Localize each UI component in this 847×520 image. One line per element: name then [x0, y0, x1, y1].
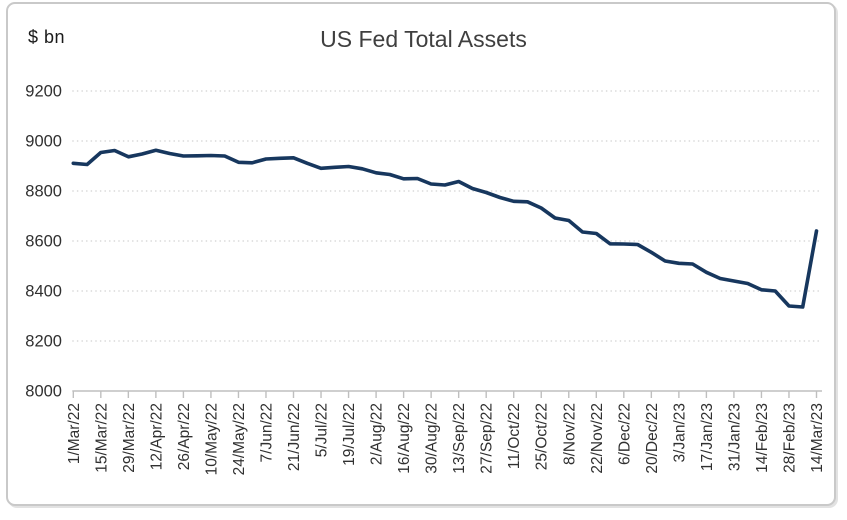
x-tick-label-group: 7/Jun/22 — [258, 403, 275, 462]
x-tick-label: 12/Apr/22 — [148, 403, 165, 470]
x-tick-label: 1/Mar/22 — [66, 403, 83, 464]
x-tick-label: 26/Apr/22 — [176, 403, 193, 470]
x-tick-label: 8/Nov/22 — [561, 403, 578, 465]
y-axis-unit-label: $ bn — [28, 27, 66, 47]
x-tick-label-group: 16/Aug/22 — [396, 403, 413, 474]
x-tick-label: 28/Feb/23 — [781, 403, 798, 473]
x-tick-label-group: 12/Apr/22 — [148, 403, 165, 470]
x-tick-label: 30/Aug/22 — [424, 403, 441, 474]
x-tick-label: 21/Jun/22 — [286, 403, 303, 471]
x-tick-label-group: 22/Nov/22 — [589, 403, 606, 474]
chart-border-frame — [6, 2, 836, 506]
x-tick-label-group: 17/Jan/23 — [699, 403, 716, 471]
x-tick-label-group: 14/Feb/23 — [754, 403, 771, 473]
x-tick-label-group: 15/Mar/22 — [93, 403, 110, 473]
x-tick-label: 11/Oct/22 — [506, 403, 523, 469]
chart-title: US Fed Total Assets — [320, 26, 527, 52]
x-tick-label: 29/Mar/22 — [121, 403, 138, 473]
x-tick-label: 13/Sep/22 — [451, 403, 468, 474]
x-tick-label: 10/May/22 — [203, 403, 220, 475]
x-tick-label-group: 28/Feb/23 — [781, 403, 798, 473]
y-tick-label-8200: 8200 — [25, 333, 62, 351]
x-tick-label-group: 26/Apr/22 — [176, 403, 193, 470]
x-tick-label: 15/Mar/22 — [93, 403, 110, 473]
x-tick-label: 27/Sep/22 — [479, 403, 496, 474]
y-tick-label-9200: 9200 — [25, 83, 62, 101]
x-tick-label-group: 5/Jul/22 — [314, 403, 331, 457]
x-tick-label-group: 27/Sep/22 — [479, 403, 496, 474]
x-tick-label-group: 20/Dec/22 — [644, 403, 661, 474]
x-tick-label: 14/Mar/23 — [809, 403, 826, 473]
x-tick-label-group: 31/Jan/23 — [726, 403, 743, 471]
x-tick-label: 17/Jan/23 — [699, 403, 716, 471]
x-tick-label: 5/Jul/22 — [314, 403, 331, 457]
x-tick-label: 19/Jul/22 — [341, 403, 358, 466]
x-tick-label-group: 13/Sep/22 — [451, 403, 468, 474]
x-tick-label-group: 25/Oct/22 — [534, 403, 551, 470]
y-tick-label-8400: 8400 — [25, 283, 62, 301]
x-tick-label: 22/Nov/22 — [589, 403, 606, 474]
y-tick-label-8000: 8000 — [25, 383, 62, 401]
x-tick-label: 2/Aug/22 — [369, 403, 386, 465]
x-tick-label-group: 21/Jun/22 — [286, 403, 303, 471]
x-tick-label-group: 30/Aug/22 — [424, 403, 441, 474]
x-tick-label: 3/Jan/23 — [671, 403, 688, 462]
x-tick-label-group: 8/Nov/22 — [561, 403, 578, 465]
x-tick-label-group: 3/Jan/23 — [671, 403, 688, 462]
x-tick-label-group: 29/Mar/22 — [121, 403, 138, 473]
x-tick-label: 6/Dec/22 — [616, 403, 633, 465]
x-tick-label: 25/Oct/22 — [534, 403, 551, 470]
x-tick-label-group: 6/Dec/22 — [616, 403, 633, 465]
x-tick-label: 31/Jan/23 — [726, 403, 743, 471]
y-tick-label-9000: 9000 — [25, 133, 62, 151]
x-tick-label-group: 24/May/22 — [231, 403, 248, 475]
x-tick-label-group: 11/Oct/22 — [506, 403, 523, 469]
x-tick-label-group: 10/May/22 — [203, 403, 220, 475]
x-tick-label-group: 2/Aug/22 — [369, 403, 386, 465]
x-tick-label: 20/Dec/22 — [644, 403, 661, 474]
x-tick-label: 7/Jun/22 — [258, 403, 275, 462]
x-tick-label-group: 14/Mar/23 — [809, 403, 826, 473]
x-tick-label: 14/Feb/23 — [754, 403, 771, 473]
x-tick-label-group: 19/Jul/22 — [341, 403, 358, 466]
x-tick-label-group: 1/Mar/22 — [66, 403, 83, 464]
y-tick-label-8600: 8600 — [25, 233, 62, 251]
y-tick-label-8800: 8800 — [25, 183, 62, 201]
x-tick-label: 16/Aug/22 — [396, 403, 413, 474]
x-tick-label: 24/May/22 — [231, 403, 248, 475]
total-assets-line — [71, 148, 819, 309]
